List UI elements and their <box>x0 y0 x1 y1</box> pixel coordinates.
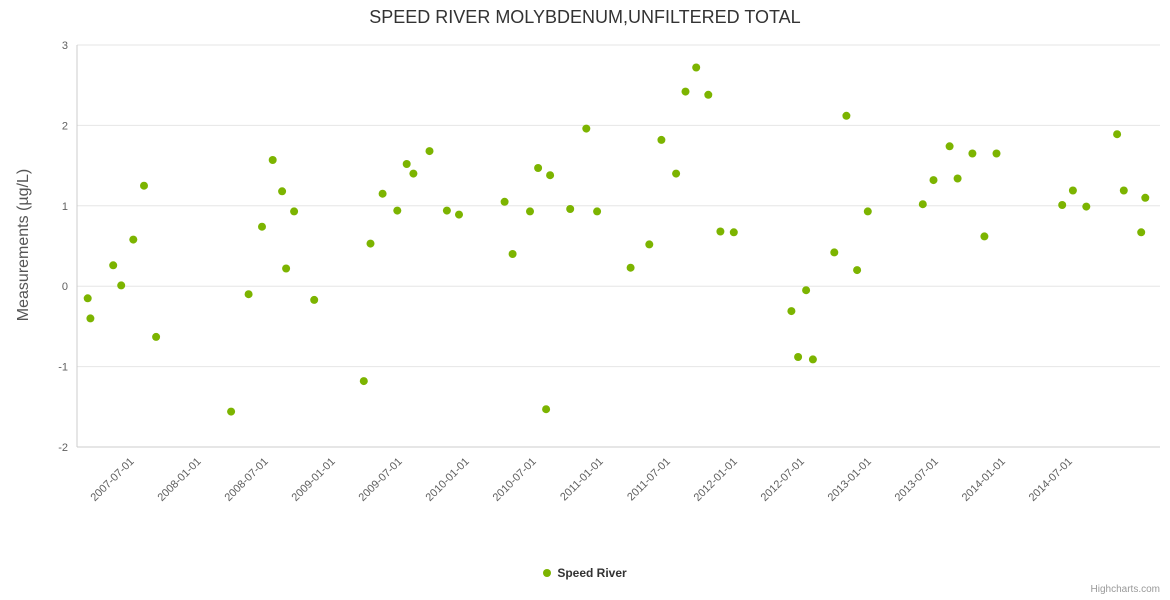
data-point[interactable] <box>704 90 713 99</box>
highcharts-credits-link[interactable]: Highcharts.com <box>1090 584 1160 595</box>
data-point[interactable] <box>830 248 839 257</box>
data-point[interactable] <box>258 222 266 231</box>
data-point[interactable] <box>918 200 927 209</box>
data-point[interactable] <box>863 207 872 216</box>
data-point[interactable] <box>278 187 287 196</box>
x-tick-label: 2009-07-01 <box>357 456 405 504</box>
x-tick-label: 2014-07-01 <box>1027 456 1075 504</box>
data-point[interactable] <box>692 63 701 72</box>
data-point[interactable] <box>787 307 796 316</box>
data-point[interactable] <box>117 281 126 290</box>
data-point[interactable] <box>1113 130 1122 139</box>
data-point[interactable] <box>842 111 851 120</box>
data-point[interactable] <box>1068 186 1077 195</box>
x-tick-label: 2012-01-01 <box>692 456 740 504</box>
data-point[interactable] <box>681 87 690 96</box>
x-tick-label: 2010-01-01 <box>424 456 472 504</box>
data-point[interactable] <box>729 228 738 237</box>
data-point[interactable] <box>378 189 387 198</box>
data-point[interactable] <box>86 314 95 323</box>
y-tick-label: 1 <box>62 201 68 213</box>
data-point[interactable] <box>442 206 451 215</box>
data-point[interactable] <box>359 377 368 386</box>
y-tick-label: 2 <box>62 120 68 132</box>
x-tick-label: 2012-07-01 <box>759 456 807 504</box>
y-tick-label: -1 <box>58 362 68 374</box>
data-point[interactable] <box>508 250 517 258</box>
x-tick-label: 2008-07-01 <box>223 456 271 504</box>
y-tick-label: 3 <box>62 40 68 52</box>
data-point[interactable] <box>853 266 862 275</box>
legend-item-speed-river[interactable]: Speed River <box>0 566 1170 580</box>
data-point[interactable] <box>645 240 654 249</box>
data-point[interactable] <box>582 124 591 133</box>
data-point[interactable] <box>929 176 938 185</box>
data-point[interactable] <box>1119 186 1128 195</box>
data-point[interactable] <box>953 174 962 183</box>
data-point[interactable] <box>566 205 575 213</box>
x-tick-label: 2007-07-01 <box>88 456 136 504</box>
y-tick-label: -2 <box>58 442 68 454</box>
data-point[interactable] <box>366 239 375 248</box>
data-point[interactable] <box>716 227 725 236</box>
data-point[interactable] <box>402 160 411 168</box>
x-tick-label: 2013-07-01 <box>893 456 941 504</box>
x-tick-label: 2008-01-01 <box>155 456 203 504</box>
data-point[interactable] <box>1058 201 1067 209</box>
y-tick-label: 0 <box>62 281 68 293</box>
legend-label: Speed River <box>557 566 627 580</box>
data-point[interactable] <box>244 290 253 299</box>
data-point[interactable] <box>227 407 236 416</box>
data-point[interactable] <box>282 264 291 273</box>
x-tick-label: 2011-01-01 <box>558 456 606 504</box>
x-tick-label: 2009-01-01 <box>290 456 338 504</box>
data-point[interactable] <box>980 232 989 241</box>
data-point[interactable] <box>268 156 277 164</box>
data-point[interactable] <box>500 197 509 206</box>
data-point[interactable] <box>129 235 138 244</box>
x-tick-label: 2014-01-01 <box>960 456 1008 504</box>
x-tick-label: 2010-07-01 <box>491 456 539 504</box>
data-point[interactable] <box>672 169 681 178</box>
data-point[interactable] <box>626 263 635 272</box>
data-point[interactable] <box>455 210 463 219</box>
data-point[interactable] <box>526 207 534 216</box>
data-point[interactable] <box>310 295 319 304</box>
data-point[interactable] <box>593 207 602 216</box>
data-point[interactable] <box>1137 228 1146 237</box>
data-point[interactable] <box>657 135 666 144</box>
data-point[interactable] <box>152 332 161 341</box>
data-point[interactable] <box>393 206 402 215</box>
data-point[interactable] <box>534 164 543 172</box>
data-point[interactable] <box>109 261 118 270</box>
data-point[interactable] <box>409 169 418 178</box>
data-point[interactable] <box>546 171 555 180</box>
data-point[interactable] <box>290 207 299 216</box>
legend-marker-icon <box>543 569 552 577</box>
data-point[interactable] <box>802 286 811 295</box>
data-point[interactable] <box>1141 193 1150 202</box>
data-point[interactable] <box>425 147 434 156</box>
chart-title: SPEED RIVER MOLYBDENUM,UNFILTERED TOTAL <box>369 7 801 27</box>
data-point[interactable] <box>794 353 803 361</box>
data-point[interactable] <box>140 181 148 190</box>
data-point[interactable] <box>83 294 92 303</box>
data-point[interactable] <box>945 142 954 151</box>
x-tick-label: 2013-01-01 <box>826 456 874 504</box>
data-point[interactable] <box>968 149 977 158</box>
data-point[interactable] <box>1082 202 1091 211</box>
x-tick-label: 2011-07-01 <box>625 456 673 504</box>
data-point[interactable] <box>992 149 1001 158</box>
data-point[interactable] <box>808 355 817 364</box>
data-point[interactable] <box>542 405 551 414</box>
